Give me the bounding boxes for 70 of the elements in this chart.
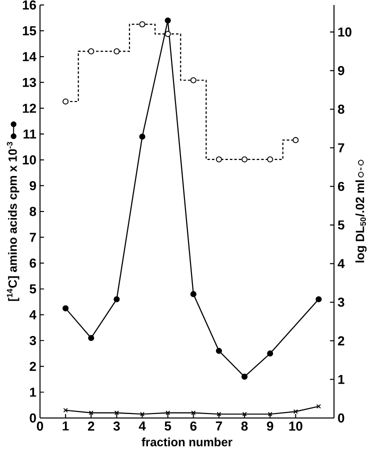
y2-tick-label: 5 bbox=[338, 220, 344, 230]
point bbox=[216, 156, 222, 162]
y2-axis-title: log DL$_{50}$/.02 ml bbox=[355, 180, 367, 262]
y-tick-label: 4 bbox=[29, 310, 36, 320]
point bbox=[190, 77, 196, 84]
point bbox=[242, 412, 247, 416]
y-tick-label: 16 bbox=[22, 0, 36, 10]
y-tick-label: 1 bbox=[30, 388, 36, 397]
point bbox=[88, 48, 94, 54]
y2-tick-label: 6 bbox=[338, 182, 344, 191]
point bbox=[139, 134, 146, 140]
y2-tick-label: 0 bbox=[338, 413, 344, 423]
y-tick-label: 13 bbox=[22, 78, 36, 88]
x-tick-label: 0 bbox=[36, 422, 44, 431]
y2-tick-label: 2 bbox=[338, 336, 344, 346]
point bbox=[241, 156, 248, 162]
x-tick-label: 7 bbox=[216, 422, 222, 430]
y-tick-label: 0 bbox=[30, 413, 36, 423]
point bbox=[139, 21, 146, 28]
y-tick-label: 12 bbox=[22, 104, 36, 113]
y-tick-label: 14 bbox=[22, 52, 36, 62]
x-tick-label: 3 bbox=[113, 422, 120, 431]
x-tick-label: 6 bbox=[190, 422, 197, 431]
y-tick-label: 10 bbox=[22, 155, 36, 164]
point bbox=[114, 48, 120, 54]
y2-tick-label: 1 bbox=[338, 374, 344, 384]
point bbox=[62, 305, 69, 312]
point bbox=[88, 410, 94, 416]
point bbox=[190, 291, 196, 298]
y-tick-label: 5 bbox=[30, 284, 36, 294]
x-tick-label: 5 bbox=[164, 422, 172, 431]
y-tick-label: 11 bbox=[24, 130, 36, 139]
y-axis-title: [$^{14}$C] amino acids cpm x 10$^{-3}$ bbox=[6, 142, 20, 301]
y2-tick-label: 4 bbox=[338, 259, 345, 268]
x-tick-label: 1 bbox=[62, 422, 69, 430]
x-tick-label: 10 bbox=[289, 422, 302, 431]
point bbox=[62, 98, 69, 105]
y-tick-label: 8 bbox=[30, 206, 36, 216]
y2-tick-label: 7 bbox=[338, 143, 344, 152]
point bbox=[88, 334, 94, 342]
point bbox=[292, 137, 299, 144]
point bbox=[241, 374, 248, 380]
y-tick-label: 2 bbox=[30, 362, 36, 371]
y-tick-label: 3 bbox=[30, 336, 36, 346]
point bbox=[216, 412, 222, 416]
point bbox=[164, 17, 171, 24]
y-tick-label: 15 bbox=[22, 26, 36, 36]
y2-tick-label: 8 bbox=[338, 104, 344, 114]
point bbox=[267, 156, 274, 162]
y2-tick-label: 9 bbox=[338, 66, 344, 76]
x-axis-title: fraction number bbox=[142, 438, 232, 446]
y2-tick-label: 3 bbox=[338, 298, 344, 307]
y2-tick-label: 10 bbox=[338, 27, 352, 37]
point bbox=[140, 412, 145, 416]
y-tick-label: 7 bbox=[30, 232, 36, 242]
y-tick-label: 6 bbox=[30, 258, 36, 268]
point bbox=[114, 410, 119, 416]
point bbox=[268, 412, 272, 416]
point bbox=[166, 410, 170, 416]
point bbox=[316, 296, 322, 302]
point bbox=[114, 296, 120, 302]
x-tick-label: 4 bbox=[138, 422, 146, 430]
x-tick-label: 8 bbox=[241, 422, 248, 431]
x-tick-label: 9 bbox=[266, 422, 274, 431]
point bbox=[267, 350, 274, 357]
point bbox=[216, 348, 222, 354]
y-tick-label: 9 bbox=[30, 181, 36, 190]
point bbox=[191, 410, 196, 416]
x-tick-label: 2 bbox=[88, 422, 94, 431]
point bbox=[164, 30, 171, 37]
